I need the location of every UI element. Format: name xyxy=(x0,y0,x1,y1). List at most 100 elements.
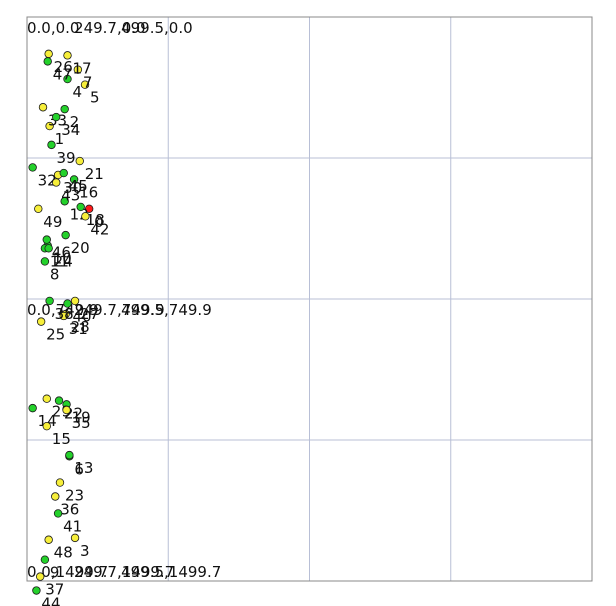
node-21-label: 21 xyxy=(85,165,104,183)
node-7-label: 7 xyxy=(83,74,93,92)
node-29-dot xyxy=(42,394,51,403)
node-25-dot xyxy=(36,317,46,326)
node-38-label: 38 xyxy=(55,305,74,323)
node-14-label: 14 xyxy=(38,412,57,430)
node-48-dot xyxy=(44,535,53,544)
grid xyxy=(26,16,593,582)
node-35-label: 35 xyxy=(72,414,91,432)
node-48-label: 48 xyxy=(54,544,73,562)
node-47-dot xyxy=(43,57,52,66)
node-36-dot xyxy=(51,492,60,501)
node-30-label: 30 xyxy=(63,179,82,197)
node-25-label: 25 xyxy=(46,326,65,344)
node-3-label: 3 xyxy=(80,542,90,560)
node-15-dot xyxy=(42,421,51,431)
corner-label: 0.0,749.9 xyxy=(27,301,99,319)
node-5-dot xyxy=(80,80,90,89)
node-40-dot xyxy=(63,299,72,308)
node-14-dot xyxy=(28,403,37,413)
node-49-label: 49 xyxy=(43,213,62,231)
node-37-dot xyxy=(35,572,45,581)
node-9-dot xyxy=(40,555,50,564)
node-17-label: 17 xyxy=(73,59,92,77)
node-23-dot xyxy=(55,478,65,487)
node-4-dot xyxy=(63,74,72,84)
node-28-label: 28 xyxy=(71,318,90,336)
node-0-dot xyxy=(84,204,94,213)
node-22-dot xyxy=(54,396,64,405)
node-44-dot xyxy=(32,586,41,595)
node-41-label: 41 xyxy=(63,517,82,535)
corner-label: 0.0,1499.7 xyxy=(27,563,108,581)
node-35-dot xyxy=(62,405,71,415)
node-23-label: 23 xyxy=(65,487,84,505)
node-8-dot xyxy=(40,257,50,266)
node-20-dot xyxy=(61,230,70,240)
node-31-dot xyxy=(59,311,68,321)
node-45-label: 45 xyxy=(69,177,88,195)
node-13-label: 13 xyxy=(74,459,93,477)
node-19-label: 19 xyxy=(72,408,91,426)
plot-border xyxy=(26,16,593,582)
node-9-label: 9 xyxy=(50,564,60,582)
node-38-dot xyxy=(45,296,54,306)
node-7-dot xyxy=(73,65,83,74)
node-3-dot xyxy=(70,533,80,543)
node-11-label: 11 xyxy=(50,252,69,270)
node-27-dot xyxy=(70,296,80,306)
node-16-dot xyxy=(69,175,79,184)
node-16-label: 16 xyxy=(79,183,98,201)
node-36-label: 36 xyxy=(60,500,79,518)
node-0-label: 0 xyxy=(94,213,104,231)
corner-label: 249.7,0.0 xyxy=(74,19,146,37)
node-15-label: 15 xyxy=(52,430,71,448)
node-6-label: 6 xyxy=(74,460,84,478)
node-31-label: 31 xyxy=(69,320,88,338)
node-45-dot xyxy=(59,168,68,178)
node-39-label: 39 xyxy=(56,149,75,167)
node-44-label: 44 xyxy=(41,595,60,606)
node-20-label: 20 xyxy=(71,239,90,257)
node-18-dot xyxy=(76,202,85,212)
node-43-label: 43 xyxy=(61,186,80,204)
node-1-dot xyxy=(45,121,54,131)
corner-label: 499.5,1499.7 xyxy=(121,563,221,581)
node-21-dot xyxy=(75,156,84,166)
corner-label: 499.5,0.0 xyxy=(121,19,193,37)
node-34-dot xyxy=(52,112,61,122)
node-32-label: 32 xyxy=(38,171,57,189)
node-37-label: 37 xyxy=(45,581,64,599)
corner-coordinate-labels: 0.0,0.0249.7,0.0499.5,0.00.0,749.9249.7,… xyxy=(27,19,221,581)
node-17-dot xyxy=(63,51,72,60)
node-24-label: 24 xyxy=(54,252,73,270)
node-34-label: 34 xyxy=(61,121,80,139)
node-41-dot xyxy=(53,509,63,518)
node-26-label: 26 xyxy=(54,58,73,76)
node-39-dot xyxy=(47,140,56,150)
corner-label: 499.5,749.9 xyxy=(121,301,212,319)
corner-label: 249.7,749.9 xyxy=(74,301,165,319)
node-32-dot xyxy=(28,163,37,172)
node-24-dot xyxy=(44,244,53,253)
node-42-dot xyxy=(81,212,90,221)
node-46-label: 46 xyxy=(52,244,71,262)
node-12-dot xyxy=(60,197,69,206)
node-26-dot xyxy=(44,49,53,59)
node-49-dot xyxy=(34,204,43,213)
node-8-label: 8 xyxy=(50,265,60,283)
node-40-label: 40 xyxy=(73,308,92,326)
node-13-dot xyxy=(65,450,74,460)
corner-label: 249.7,1499.7 xyxy=(74,563,174,581)
node-10-label: 10 xyxy=(53,250,72,268)
node-42-label: 42 xyxy=(90,220,109,238)
node-43-dot xyxy=(52,178,61,187)
node-27-label: 27 xyxy=(80,305,99,323)
node-33-dot xyxy=(38,103,48,112)
node-2-dot xyxy=(60,104,69,114)
node-46-dot xyxy=(42,235,51,244)
node-47-label: 47 xyxy=(53,65,72,83)
corner-label: 0.0,0.0 xyxy=(27,19,79,37)
node-2-label: 2 xyxy=(70,113,80,131)
